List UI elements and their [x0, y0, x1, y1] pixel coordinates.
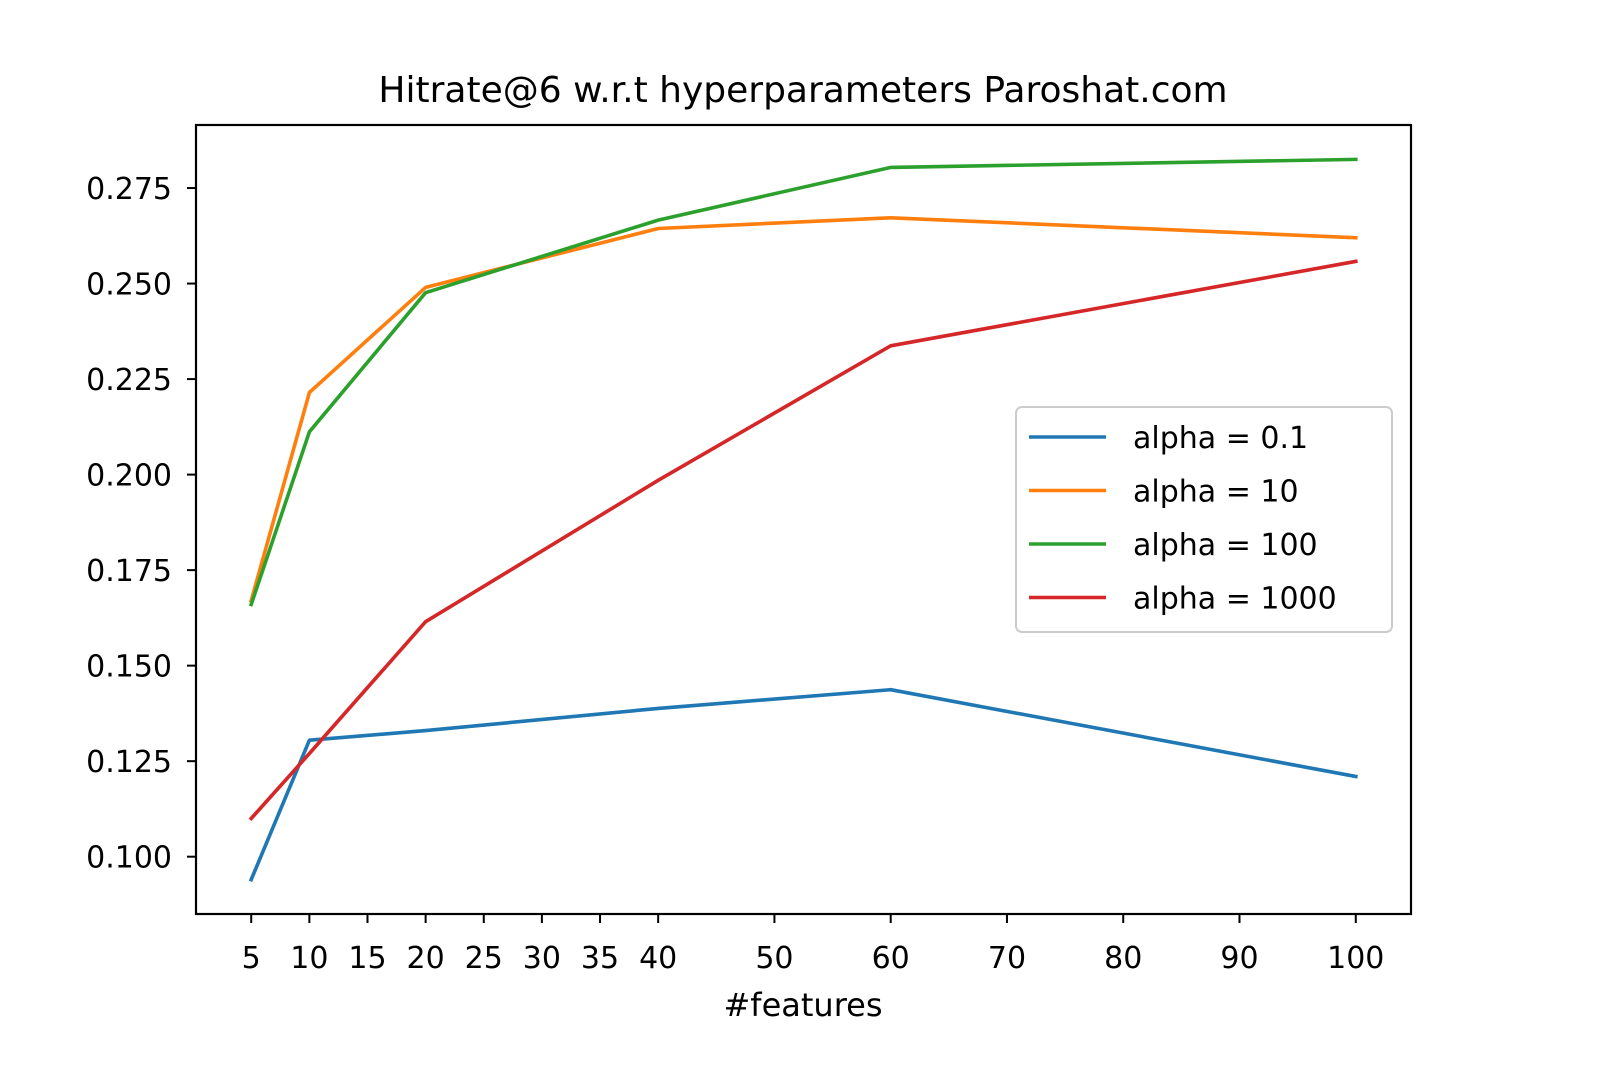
series-line-3 — [248, 157, 1358, 607]
x-tick-label: 35 — [581, 941, 619, 976]
x-axis: 5 10 15 20 25 30 35 40 50 60 70 80 90 100 — [242, 914, 1384, 976]
x-tick-label: 90 — [1220, 941, 1258, 976]
x-tick-label: 70 — [988, 941, 1026, 976]
legend-label-1: alpha = 0.1 — [1133, 421, 1308, 456]
legend-items: alpha = 0.1 alpha = 10 alpha = 100 alpha = … — [1029, 421, 1337, 617]
plot-area-frame — [194, 123, 1413, 916]
x-tick-label: 30 — [523, 941, 561, 976]
y-tick-label: 0.225 — [86, 363, 172, 398]
x-axis-label: #features — [723, 986, 882, 1024]
chart-title: Hitrate@6 w.r.t hyperparameters Paroshat… — [378, 70, 1227, 111]
y-axis: 0.100 0.125 0.150 0.175 0.200 0.225 0.250 0.275 — [86, 172, 196, 876]
y-tick-label: 0.100 — [86, 841, 172, 876]
y-tick-label: 0.275 — [86, 172, 172, 207]
y-tick-label: 0.175 — [86, 554, 172, 589]
y-tick-label: 0.250 — [86, 268, 172, 303]
x-tick-label: 25 — [465, 941, 503, 976]
series-line-4 — [248, 259, 1358, 822]
x-tick-label: 20 — [407, 941, 445, 976]
x-tick-label: 15 — [348, 941, 386, 976]
x-tick-label: 10 — [290, 941, 328, 976]
legend: alpha = 0.1 alpha = 10 alpha = 100 alpha = … — [1015, 406, 1393, 633]
legend-box — [1015, 406, 1393, 633]
legend-label-2: alpha = 10 — [1133, 475, 1299, 510]
series-layer — [248, 157, 1358, 882]
legend-label-4: alpha = 1000 — [1133, 582, 1337, 617]
x-tick-label: 100 — [1327, 941, 1384, 976]
x-tick-label: 80 — [1104, 941, 1142, 976]
x-tick-label: 60 — [872, 941, 910, 976]
x-tick-label: 40 — [639, 941, 677, 976]
x-tick-label: 50 — [755, 941, 793, 976]
y-tick-label: 0.200 — [86, 459, 172, 494]
y-tick-label: 0.125 — [86, 745, 172, 780]
x-tick-label: 5 — [242, 941, 261, 976]
series-line-1 — [248, 687, 1358, 882]
legend-label-3: alpha = 100 — [1133, 528, 1318, 563]
y-tick-label: 0.150 — [86, 650, 172, 685]
